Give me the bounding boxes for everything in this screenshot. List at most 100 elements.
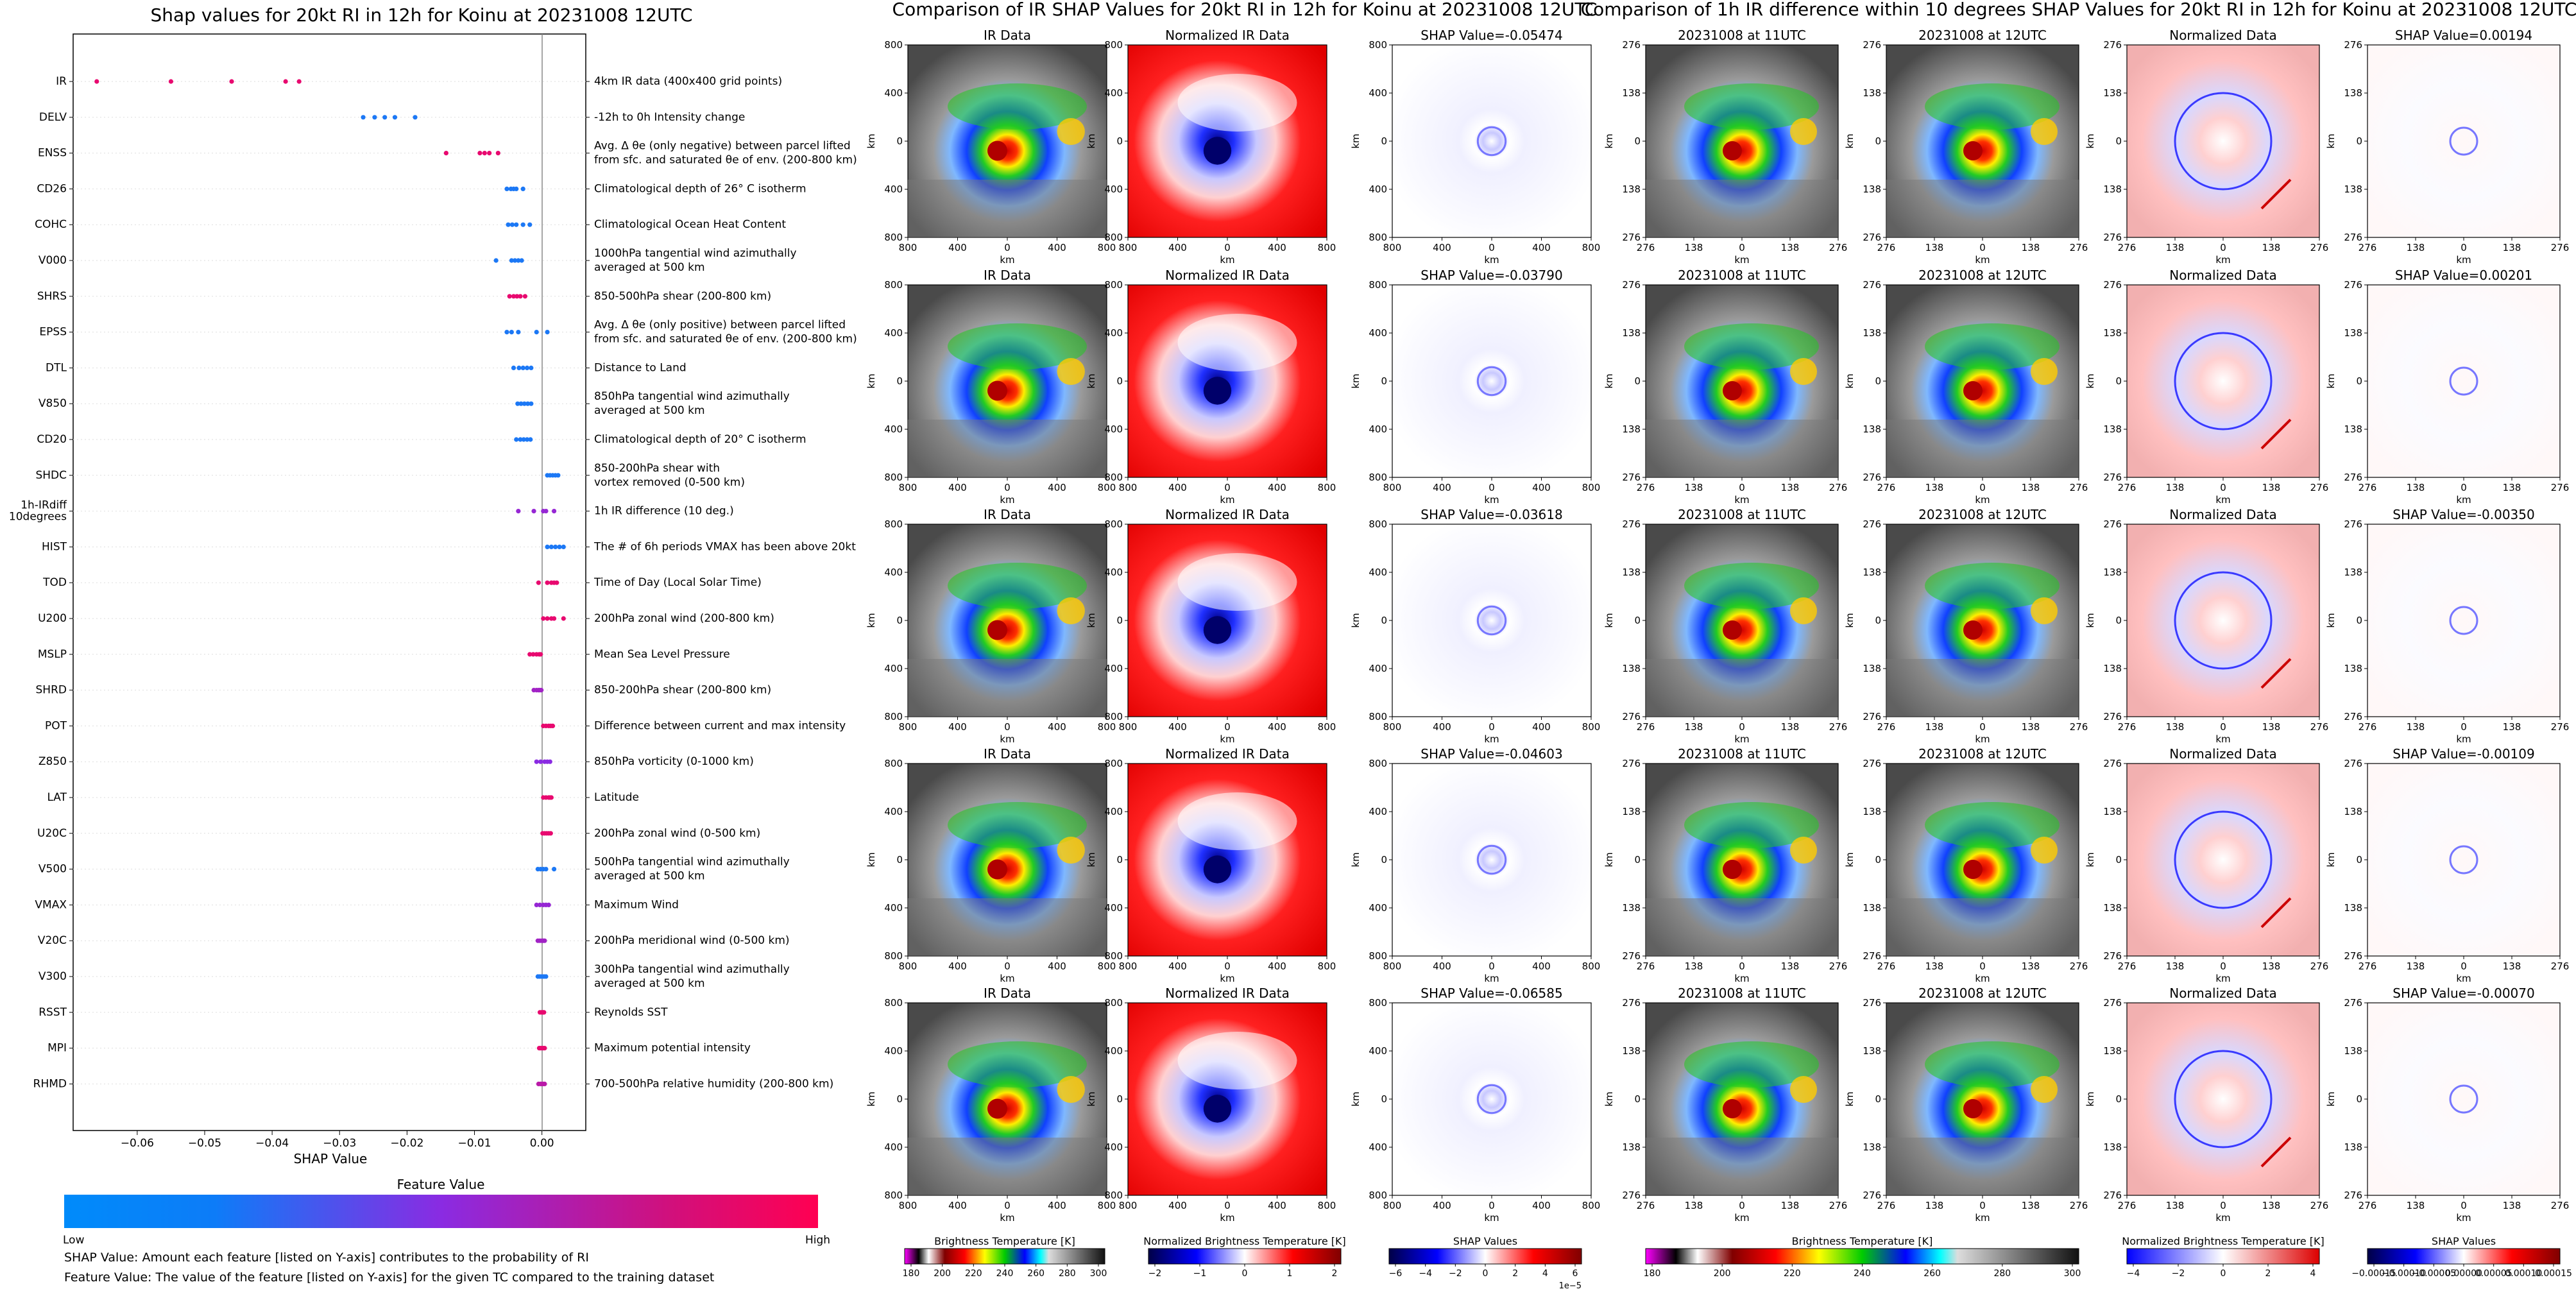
- y-tick-label: 0: [1634, 135, 1641, 147]
- colorbar-tick-label: 4: [1542, 1268, 1548, 1279]
- y-tick-label: 276: [2103, 758, 2122, 769]
- y-tick-label: 0: [1634, 1093, 1641, 1105]
- feature-row: LAT Latitude: [47, 791, 639, 804]
- feature-colorbar: [64, 1195, 818, 1228]
- y-tick-label: 276: [1622, 1190, 1641, 1201]
- storm-core: [1203, 137, 1232, 165]
- y-tick-label: 138: [1863, 327, 1881, 339]
- y-tick-label: 276: [2344, 1190, 2362, 1201]
- y-axis-label: km: [1844, 373, 1855, 388]
- ir-section-title: Comparison of IR SHAP Values for 20kt RI…: [892, 0, 1598, 20]
- x-tick-label: 0: [1488, 242, 1495, 253]
- shap-point: [529, 401, 534, 406]
- feature-description-label: 1h IR difference (10 deg.): [594, 505, 734, 518]
- y-tick-label: 276: [2344, 279, 2362, 291]
- y-tick-label: 800: [1369, 711, 1387, 722]
- shap-point: [509, 330, 514, 335]
- x-tick-label: 0: [1224, 960, 1231, 972]
- x-tick-label: 276: [2358, 482, 2377, 493]
- spiral-ring: [2174, 92, 2273, 191]
- panel-title: SHAP Value=0.00201: [2395, 268, 2532, 283]
- x-tick-label: 276: [2551, 960, 2570, 972]
- x-tick-label: 276: [1637, 960, 1655, 972]
- x-tick-label: 138: [1925, 242, 1944, 253]
- y-tick-label: 400: [1369, 1045, 1387, 1057]
- y-tick-label: 800: [884, 472, 903, 483]
- y-axis-label: km: [2325, 133, 2337, 148]
- y-axis-label: km: [1603, 373, 1615, 388]
- panel-image: [2367, 284, 2561, 478]
- shap-point: [518, 294, 523, 299]
- shap-point: [521, 437, 526, 442]
- y-axis-label: km: [1086, 852, 1097, 867]
- clear-sky-region: [1646, 180, 1838, 237]
- map-panel: 20231008 at 11UTC27627613813800138138276…: [1603, 507, 1847, 745]
- x-tick-label: 138: [2022, 242, 2040, 253]
- shap-point: [524, 365, 530, 371]
- x-tick-label: 800: [1119, 960, 1138, 972]
- map-panel: Normalized IR Data8008004004000040040080…: [1086, 28, 1336, 266]
- feature-description-label: Maximum potential intensity: [594, 1042, 751, 1055]
- secondary-cell: [1057, 1076, 1085, 1103]
- x-axis-label: km: [2215, 254, 2230, 266]
- x-tick-label: 276: [2551, 482, 2570, 493]
- y-axis-label: km: [1603, 1091, 1615, 1106]
- shap-point: [509, 258, 514, 263]
- y-tick-label: 400: [1104, 423, 1123, 435]
- eye-ring: [2449, 845, 2478, 875]
- x-axis-label: km: [1220, 1212, 1234, 1224]
- y-tick-label: 276: [2103, 518, 2122, 530]
- shap-point: [538, 652, 543, 657]
- y-axis-label: km: [1350, 852, 1361, 867]
- feature-description-label: Latitude: [594, 791, 639, 804]
- x-axis-label: km: [1220, 973, 1234, 984]
- y-axis-label: km: [866, 133, 877, 148]
- storm-core: [987, 859, 1007, 880]
- feature-description-label: 200hPa zonal wind (0-500 km): [594, 827, 760, 840]
- x-tick-label: 276: [1829, 482, 1848, 493]
- x-axis-label: km: [1000, 1212, 1014, 1224]
- colorbar-tick-label: 4: [2310, 1268, 2316, 1279]
- secondary-cell: [2031, 837, 2058, 864]
- panel-image: [1392, 44, 1592, 238]
- y-tick-label: 400: [1369, 567, 1387, 578]
- y-tick-label: 0: [896, 1093, 903, 1105]
- y-axis-label: km: [1350, 1091, 1361, 1106]
- y-tick-label: 400: [884, 902, 903, 914]
- cloud-band: [948, 83, 1087, 130]
- x-tick-label: 138: [1781, 1200, 1800, 1211]
- x-tick-label: 400: [1268, 1200, 1286, 1211]
- x-axis-label: km: [1975, 254, 1990, 266]
- y-tick-label: 400: [1369, 423, 1387, 435]
- x-tick-label: 138: [2503, 242, 2521, 253]
- x-tick-label: 800: [1119, 1200, 1138, 1211]
- x-tick-label: 276: [2118, 960, 2137, 972]
- colorbar: Normalized Brightness Temperature [K] −2 −…: [1143, 1235, 1346, 1279]
- y-tick-label: 400: [1369, 87, 1387, 99]
- map-panel: Normalized Data2762761381380013813827627…: [2085, 268, 2328, 506]
- x-tick-label: 0: [2220, 721, 2226, 733]
- y-tick-label: 138: [1863, 423, 1881, 435]
- map-panel: 20231008 at 11UTC27627613813800138138276…: [1603, 986, 1847, 1224]
- shap-point: [516, 365, 522, 371]
- y-axis-label: km: [1350, 133, 1361, 148]
- y-axis-label: km: [2325, 1091, 2337, 1106]
- y-tick-label: 138: [1622, 567, 1641, 578]
- y-tick-label: 400: [1369, 1141, 1387, 1153]
- y-tick-label: 276: [2103, 997, 2122, 1009]
- x-tick-label: 0: [1004, 242, 1011, 253]
- feature-row: CD20 Climatological depth of 20° C isothe…: [37, 433, 806, 446]
- x-tick-label: 0: [2220, 482, 2226, 493]
- x-tick-label: 0: [1739, 482, 1745, 493]
- storm-core: [1723, 620, 1742, 640]
- feature-code-label: V000: [38, 254, 67, 267]
- secondary-cell: [1790, 597, 1817, 624]
- y-tick-label: 138: [1622, 1045, 1641, 1057]
- y-tick-label: 800: [1104, 232, 1123, 243]
- shap-point: [229, 79, 234, 84]
- x-tick-label: 400: [1048, 242, 1066, 253]
- map-panel: 20231008 at 11UTC27627613813800138138276…: [1603, 268, 1847, 506]
- panel-title: IR Data: [984, 268, 1031, 283]
- feature-code-label: ENSS: [38, 147, 67, 160]
